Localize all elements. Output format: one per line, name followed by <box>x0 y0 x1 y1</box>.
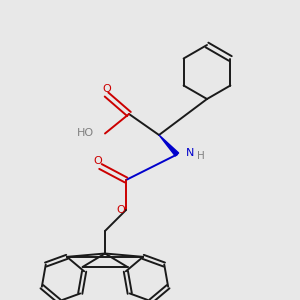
Text: O: O <box>93 155 102 166</box>
Text: H: H <box>196 151 204 161</box>
Text: O: O <box>102 84 111 94</box>
Polygon shape <box>159 135 179 156</box>
Text: HO: HO <box>77 128 94 139</box>
Text: O: O <box>116 205 125 215</box>
Text: N: N <box>186 148 194 158</box>
